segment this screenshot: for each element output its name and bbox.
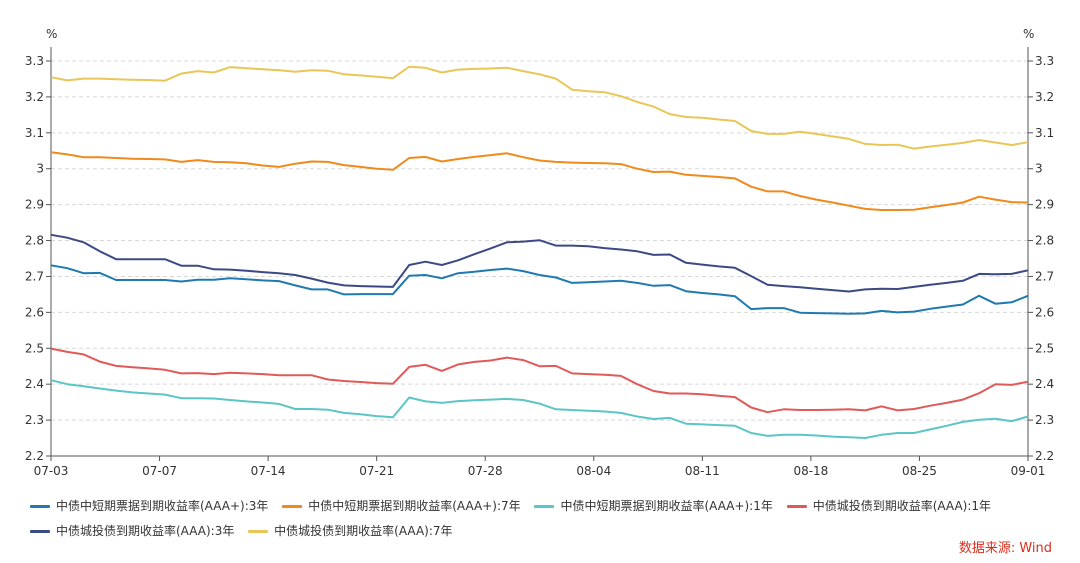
- y-tick-label-left-3: 2.5: [25, 341, 44, 355]
- series-line-3: [50, 347, 1029, 414]
- y-unit-left: %: [46, 27, 57, 41]
- legend-label-1: 中债中短期票据到期收益率(AAA+):7年: [308, 499, 521, 513]
- x-tick-label-2: 07-14: [251, 464, 286, 478]
- legend-label-4: 中债城投债到期收益率(AAA):3年: [56, 524, 235, 538]
- series-line-4: [50, 233, 1029, 293]
- y-tick-label-left-7: 2.9: [25, 198, 44, 212]
- x-tick-label-1: 07-07: [142, 464, 177, 478]
- legend-label-3: 中债城投债到期收益率(AAA):1年: [812, 499, 992, 513]
- y-tick-label-left-10: 3.2: [25, 90, 44, 104]
- y-tick-label-right-8: 3: [1035, 162, 1043, 176]
- legend-label-0: 中债中短期票据到期收益率(AAA+):3年: [56, 499, 269, 513]
- x-tick-label-8: 08-25: [902, 464, 937, 478]
- data-source-label: 数据来源: Wind: [958, 541, 1052, 556]
- y-tick-label-left-8: 3: [36, 162, 44, 176]
- y-tick-label-right-2: 2.4: [1035, 377, 1054, 391]
- y-tick-label-right-0: 2.2: [1035, 449, 1054, 463]
- y-tick-label-right-3: 2.5: [1035, 341, 1054, 355]
- legend-swatch-1: [282, 505, 303, 508]
- y-tick-label-left-5: 2.7: [25, 269, 44, 283]
- legend-item-1[interactable]: 中债中短期票据到期收益率(AAA+):7年: [282, 495, 521, 518]
- y-tick-label-left-6: 2.8: [25, 234, 44, 248]
- legend-item-2[interactable]: 中债中短期票据到期收益率(AAA+):1年: [534, 495, 773, 518]
- series-line-5: [50, 65, 1029, 150]
- y-tick-label-right-11: 3.3: [1035, 54, 1054, 68]
- y-tick-label-left-2: 2.4: [25, 377, 44, 391]
- y-tick-label-left-0: 2.2: [25, 449, 44, 463]
- y-tick-label-left-4: 2.6: [25, 305, 44, 319]
- legend-swatch-3: [786, 505, 807, 508]
- x-tick-label-0: 07-03: [34, 464, 69, 478]
- y-tick-label-right-6: 2.8: [1035, 234, 1054, 248]
- legend-label-2: 中债中短期票据到期收益率(AAA+):1年: [560, 499, 773, 513]
- legend-item-3[interactable]: 中债城投债到期收益率(AAA):1年: [786, 495, 992, 518]
- series-line-1: [50, 151, 1029, 211]
- y-tick-label-right-4: 2.6: [1035, 305, 1054, 319]
- legend-label-5: 中债城投债到期收益率(AAA):7年: [274, 524, 453, 538]
- series-line-0: [50, 264, 1029, 315]
- legend: 中债中短期票据到期收益率(AAA+):3年 中债中短期票据到期收益率(AAA+)…: [30, 493, 1070, 543]
- legend-item-4[interactable]: 中债城投债到期收益率(AAA):3年: [30, 520, 234, 543]
- x-tick-label-7: 08-18: [793, 464, 828, 478]
- legend-swatch-4: [30, 530, 50, 533]
- y-tick-label-right-1: 2.3: [1035, 413, 1054, 427]
- x-tick-label-5: 08-04: [576, 464, 611, 478]
- legend-item-0[interactable]: 中债中短期票据到期收益率(AAA+):3年: [30, 495, 268, 518]
- legend-swatch-0: [30, 505, 50, 508]
- y-tick-label-left-11: 3.3: [25, 54, 44, 68]
- y-unit-right: %: [1023, 27, 1034, 41]
- line-chart: 2.2 2.2 2.3 2.3 2.4 2.4 2.5 2.5 2.6 2.6 2.7 2.7 2.8 2…: [25, 27, 1054, 478]
- y-tick-label-right-7: 2.9: [1035, 198, 1054, 212]
- legend-swatch-5: [248, 530, 269, 533]
- y-tick-label-right-9: 3.1: [1035, 126, 1054, 140]
- series-line-2: [50, 379, 1029, 439]
- y-tick-label-left-9: 3.1: [25, 126, 44, 140]
- y-tick-label-right-5: 2.7: [1035, 269, 1054, 283]
- x-tick-label-4: 07-28: [468, 464, 503, 478]
- legend-swatch-2: [534, 505, 555, 508]
- x-tick-label-6: 08-11: [685, 464, 720, 478]
- x-tick-label-3: 07-21: [359, 464, 394, 478]
- y-tick-label-left-1: 2.3: [25, 413, 44, 427]
- legend-item-5[interactable]: 中债城投债到期收益率(AAA):7年: [248, 520, 453, 543]
- y-tick-label-right-10: 3.2: [1035, 90, 1054, 104]
- x-tick-label-9: 09-01: [1011, 464, 1046, 478]
